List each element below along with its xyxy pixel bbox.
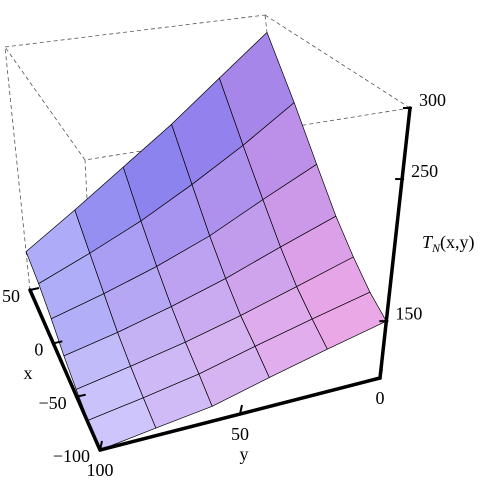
tick-label: −100 bbox=[53, 446, 90, 466]
z-label-rest: (x,y) bbox=[440, 232, 475, 253]
tick-label: 250 bbox=[411, 161, 438, 181]
box-edge bbox=[4, 14, 266, 48]
tick-label: 0 bbox=[376, 388, 385, 408]
x-tick bbox=[29, 287, 40, 291]
surface bbox=[25, 32, 387, 451]
z-label-sub: N bbox=[431, 241, 441, 255]
x-tick bbox=[99, 447, 110, 451]
x-axis-label: x bbox=[24, 363, 33, 383]
x-axis bbox=[28, 288, 102, 452]
box-edge bbox=[4, 46, 86, 161]
x-tick bbox=[76, 393, 86, 398]
y-tick bbox=[379, 368, 383, 379]
y-tick bbox=[239, 404, 243, 415]
box-edge bbox=[4, 46, 31, 291]
z-axis-label: TN(x,y) bbox=[422, 232, 475, 255]
axes: 50 0 −50 −100 0 50 100 150 250 300 x y TN(x,y) bbox=[2, 90, 475, 480]
y-tick bbox=[99, 440, 103, 451]
tick-label: −50 bbox=[39, 393, 67, 413]
z-axis bbox=[378, 106, 412, 380]
x-tick bbox=[53, 340, 63, 345]
tick-label: 150 bbox=[395, 303, 422, 323]
y-axis-label: y bbox=[240, 444, 249, 464]
z-label-main: T bbox=[422, 232, 434, 252]
tick-label: 50 bbox=[231, 424, 249, 444]
tick-label: 100 bbox=[87, 460, 114, 480]
tick-label: 300 bbox=[419, 90, 446, 110]
tick-label: 0 bbox=[34, 339, 43, 359]
box-edge bbox=[264, 14, 411, 109]
tick-label: 50 bbox=[2, 286, 20, 306]
